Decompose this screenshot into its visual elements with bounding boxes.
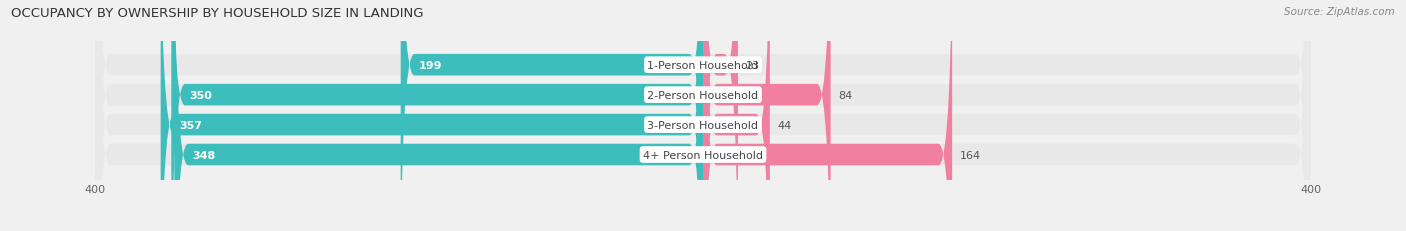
FancyBboxPatch shape [703, 0, 770, 231]
FancyBboxPatch shape [96, 0, 1310, 231]
FancyBboxPatch shape [703, 0, 831, 231]
Text: 357: 357 [179, 120, 202, 130]
Text: 23: 23 [745, 61, 759, 70]
FancyBboxPatch shape [401, 0, 703, 231]
Text: 348: 348 [193, 150, 217, 160]
FancyBboxPatch shape [96, 0, 1310, 231]
Text: 164: 164 [960, 150, 981, 160]
Text: 1-Person Household: 1-Person Household [648, 61, 758, 70]
FancyBboxPatch shape [174, 0, 703, 231]
Text: 84: 84 [838, 90, 852, 100]
FancyBboxPatch shape [160, 0, 703, 231]
FancyBboxPatch shape [703, 0, 738, 231]
FancyBboxPatch shape [703, 0, 952, 231]
Text: 2-Person Household: 2-Person Household [647, 90, 759, 100]
Legend: Owner-occupied, Renter-occupied: Owner-occupied, Renter-occupied [582, 228, 824, 231]
Text: 4+ Person Household: 4+ Person Household [643, 150, 763, 160]
Text: 350: 350 [190, 90, 212, 100]
FancyBboxPatch shape [96, 0, 1310, 231]
Text: 199: 199 [419, 61, 443, 70]
Text: 3-Person Household: 3-Person Household [648, 120, 758, 130]
FancyBboxPatch shape [96, 0, 1310, 231]
Text: 44: 44 [778, 120, 792, 130]
FancyBboxPatch shape [172, 0, 703, 231]
Text: OCCUPANCY BY OWNERSHIP BY HOUSEHOLD SIZE IN LANDING: OCCUPANCY BY OWNERSHIP BY HOUSEHOLD SIZE… [11, 7, 423, 20]
Text: Source: ZipAtlas.com: Source: ZipAtlas.com [1284, 7, 1395, 17]
